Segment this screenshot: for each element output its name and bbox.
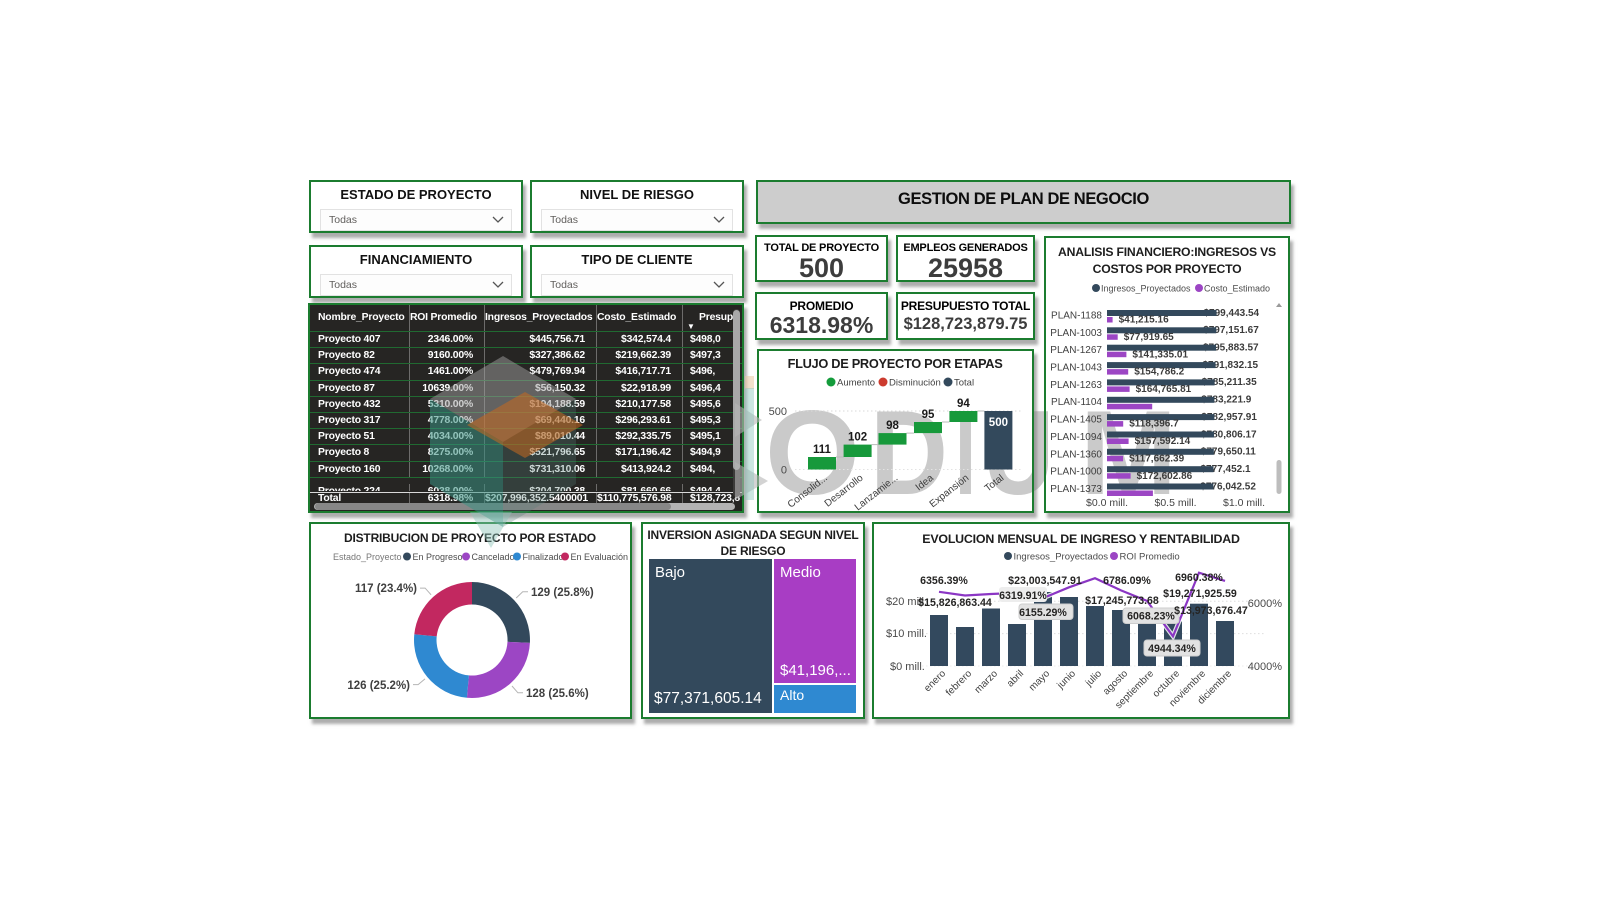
svg-text:$779,650.11: $779,650.11 bbox=[1201, 447, 1256, 458]
svg-text:500: 500 bbox=[769, 406, 787, 418]
svg-text:Disminución: Disminución bbox=[889, 378, 941, 389]
svg-text:$0.0 mill.: $0.0 mill. bbox=[1086, 497, 1128, 509]
svg-text:julio: julio bbox=[1083, 668, 1104, 689]
svg-text:$797,151.67: $797,151.67 bbox=[1203, 325, 1259, 336]
svg-text:$782,957.91: $782,957.91 bbox=[1201, 412, 1257, 423]
svg-text:$164,765.81: $164,765.81 bbox=[1136, 384, 1192, 395]
svg-text:Estado_Proyecto: Estado_Proyecto bbox=[333, 552, 402, 562]
svg-text:6068.23%: 6068.23% bbox=[1127, 611, 1175, 623]
svg-text:102: 102 bbox=[848, 432, 867, 444]
svg-text:febrero: febrero bbox=[944, 668, 974, 698]
svg-text:FLUJO DE PROYECTO POR ETAPAS: FLUJO DE PROYECTO POR ETAPAS bbox=[788, 356, 1004, 371]
svg-text:$141,335.01: $141,335.01 bbox=[1132, 349, 1188, 360]
svg-text:$785,211.35: $785,211.35 bbox=[1202, 377, 1257, 388]
svg-text:111: 111 bbox=[813, 444, 832, 456]
svg-text:Finalizado: Finalizado bbox=[523, 552, 564, 562]
svg-text:$783,221.9: $783,221.9 bbox=[1201, 395, 1251, 406]
svg-text:129 (25.8%): 129 (25.8%) bbox=[531, 587, 594, 599]
svg-text:$118,396.7: $118,396.7 bbox=[1129, 419, 1179, 430]
svg-text:6786.09%: 6786.09% bbox=[1103, 575, 1151, 587]
svg-text:0: 0 bbox=[781, 465, 787, 477]
svg-text:D: D bbox=[870, 386, 948, 520]
svg-text:6319.91%: 6319.91% bbox=[999, 590, 1047, 602]
svg-text:Ingresos_Proyectados: Ingresos_Proyectados bbox=[1014, 552, 1109, 563]
svg-text:$1.0 mill.: $1.0 mill. bbox=[1223, 497, 1265, 509]
svg-text:$20 mill.: $20 mill. bbox=[886, 596, 927, 608]
svg-text:En Progreso: En Progreso bbox=[413, 552, 463, 562]
svg-text:Total: Total bbox=[983, 473, 1006, 495]
svg-text:$41,215.16: $41,215.16 bbox=[1119, 315, 1169, 326]
svg-text:128 (25.6%): 128 (25.6%) bbox=[526, 688, 589, 700]
svg-text:$0 mill.: $0 mill. bbox=[890, 661, 925, 673]
svg-text:abril: abril bbox=[1005, 668, 1026, 689]
svg-text:$799,443.54: $799,443.54 bbox=[1204, 308, 1260, 319]
svg-text:Expansión: Expansión bbox=[928, 473, 972, 510]
svg-text:ANALISIS FINANCIERO:INGRESOS V: ANALISIS FINANCIERO:INGRESOS VS bbox=[1058, 245, 1276, 259]
svg-text:$15,826,863.44: $15,826,863.44 bbox=[918, 597, 992, 609]
svg-text:PLAN-1188: PLAN-1188 bbox=[1051, 311, 1102, 322]
svg-text:Ingresos_Proyectados: Ingresos_Proyectados bbox=[1101, 284, 1191, 294]
svg-text:COSTOS POR PROYECTO: COSTOS POR PROYECTO bbox=[1093, 262, 1242, 276]
svg-text:Costo_Estimado: Costo_Estimado bbox=[1204, 284, 1270, 294]
svg-text:ROI Promedio: ROI Promedio bbox=[1120, 552, 1180, 563]
svg-text:$776,042.52: $776,042.52 bbox=[1200, 481, 1256, 492]
svg-text:PLAN-1003: PLAN-1003 bbox=[1050, 328, 1102, 339]
svg-text:$19,271,925.59: $19,271,925.59 bbox=[1163, 588, 1237, 600]
svg-text:$791,832.15: $791,832.15 bbox=[1203, 360, 1259, 371]
svg-text:PLAN-1000: PLAN-1000 bbox=[1050, 467, 1102, 478]
svg-text:Total: Total bbox=[954, 378, 974, 389]
svg-text:6155.29%: 6155.29% bbox=[1019, 607, 1067, 619]
svg-text:$77,919.65: $77,919.65 bbox=[1124, 332, 1174, 343]
svg-text:$780,806.17: $780,806.17 bbox=[1201, 429, 1257, 440]
svg-text:$17,245,773.68: $17,245,773.68 bbox=[1085, 595, 1159, 607]
svg-text:PLAN-1373: PLAN-1373 bbox=[1050, 484, 1102, 495]
svg-text:$23,003,547.91: $23,003,547.91 bbox=[1008, 575, 1082, 587]
svg-text:Idea: Idea bbox=[914, 472, 936, 493]
svg-text:PLAN-1094: PLAN-1094 bbox=[1050, 432, 1102, 443]
svg-text:$0.5 mill.: $0.5 mill. bbox=[1154, 497, 1196, 509]
svg-text:$10 mill.: $10 mill. bbox=[886, 628, 927, 640]
svg-text:Aumento: Aumento bbox=[837, 378, 875, 389]
svg-text:PLAN-1360: PLAN-1360 bbox=[1050, 449, 1102, 460]
svg-text:mayo: mayo bbox=[1027, 668, 1052, 693]
svg-text:4944.34%: 4944.34% bbox=[1148, 643, 1196, 655]
svg-text:$795,883.57: $795,883.57 bbox=[1203, 343, 1259, 354]
svg-text:PLAN-1405: PLAN-1405 bbox=[1050, 415, 1102, 426]
svg-text:6000%: 6000% bbox=[1248, 598, 1282, 610]
svg-text:PLAN-1263: PLAN-1263 bbox=[1050, 380, 1102, 391]
svg-text:En Evaluación: En Evaluación bbox=[571, 552, 629, 562]
svg-text:$157,592.14: $157,592.14 bbox=[1135, 436, 1191, 447]
svg-text:Cancelado: Cancelado bbox=[472, 552, 515, 562]
svg-text:PLAN-1267: PLAN-1267 bbox=[1050, 345, 1102, 356]
svg-text:marzo: marzo bbox=[973, 668, 1001, 696]
svg-text:126 (25.2%): 126 (25.2%) bbox=[347, 680, 410, 692]
svg-text:EVOLUCION MENSUAL DE INGRESO Y: EVOLUCION MENSUAL DE INGRESO Y RENTABILI… bbox=[922, 532, 1240, 546]
svg-text:4000%: 4000% bbox=[1248, 661, 1282, 673]
svg-text:PLAN-1043: PLAN-1043 bbox=[1050, 363, 1102, 374]
svg-text:DISTRIBUCION DE PROYECTO POR E: DISTRIBUCION DE PROYECTO POR ESTADO bbox=[344, 531, 596, 545]
svg-text:$117,662.39: $117,662.39 bbox=[1129, 453, 1184, 464]
svg-text:$172,602.86: $172,602.86 bbox=[1137, 471, 1193, 482]
svg-text:6960.38%: 6960.38% bbox=[1175, 572, 1223, 584]
svg-text:94: 94 bbox=[957, 398, 970, 410]
svg-text:junio: junio bbox=[1055, 668, 1079, 692]
svg-text:6356.39%: 6356.39% bbox=[920, 575, 968, 587]
svg-text:$13,973,676.47: $13,973,676.47 bbox=[1174, 605, 1248, 617]
svg-text:98: 98 bbox=[886, 420, 899, 432]
svg-text:117 (23.4%): 117 (23.4%) bbox=[355, 583, 417, 595]
svg-text:PLAN-1104: PLAN-1104 bbox=[1051, 397, 1102, 408]
svg-text:95: 95 bbox=[922, 409, 935, 421]
svg-text:500: 500 bbox=[989, 417, 1008, 429]
svg-text:$154,786.2: $154,786.2 bbox=[1134, 367, 1184, 378]
svg-text:$777,452.1: $777,452.1 bbox=[1201, 464, 1251, 475]
svg-text:Consolid...: Consolid... bbox=[786, 473, 830, 511]
